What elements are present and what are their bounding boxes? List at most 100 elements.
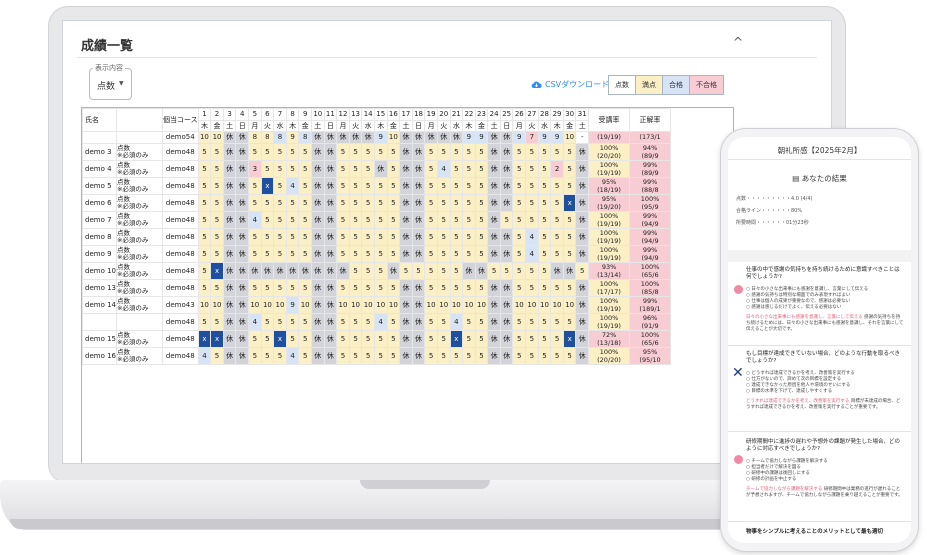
divider (728, 159, 911, 160)
score-cell: 4 (285, 176, 300, 195)
score-cell: 休 (499, 193, 514, 212)
student-name: demo 3 (82, 142, 117, 161)
header-rate: 受講率 (588, 108, 631, 132)
score-cell: 休 (411, 193, 426, 212)
score-cell: 4 (525, 244, 539, 263)
course-name: demo48 (161, 329, 199, 348)
laptop-notch (360, 480, 490, 489)
divider-band (728, 250, 911, 262)
score-cell: 休 (336, 131, 350, 144)
score-cell: 5 (449, 176, 464, 195)
score-cell: 5 (197, 261, 212, 280)
score-cell: 休 (411, 244, 426, 263)
score-cell: 5 (298, 193, 312, 212)
score-cell: 5 (462, 210, 476, 229)
score-cell: 休 (411, 295, 426, 314)
score-cell: 5 (298, 346, 312, 365)
score-cell: 5 (386, 278, 401, 297)
score-cell: 5 (462, 346, 476, 365)
score-cell: 5 (210, 346, 224, 365)
score-cell: 5 (285, 210, 300, 229)
score-cell: 5 (525, 261, 539, 280)
score-cell: 5 (260, 227, 275, 246)
score-cell: 休 (323, 210, 338, 229)
csv-download-button[interactable]: CSVダウンロード (531, 79, 609, 90)
student-name: demo 5 (82, 176, 117, 195)
score-cell: 休 (487, 131, 501, 144)
score-cell: 5 (474, 176, 489, 195)
score-cell: 5 (512, 227, 527, 246)
score-cell: 5 (361, 193, 375, 212)
score-cell: 5 (361, 142, 375, 161)
score-cell: 5 (373, 278, 388, 297)
result-label: あなたの結果 (801, 174, 847, 183)
accuracy-rate: 99% (94/9 (629, 210, 672, 229)
student-name: demo 7 (82, 210, 117, 229)
score-cell: 休 (411, 346, 426, 365)
score-cell: 休 (487, 210, 501, 229)
score-cell: 5 (474, 142, 489, 161)
score-cell: 5 (348, 210, 363, 229)
score-cell: 5 (449, 227, 464, 246)
score-cell: 休 (235, 295, 249, 314)
score-cell: 5 (197, 142, 212, 161)
score-cell: 5 (537, 312, 552, 331)
question-3-option: ○ 担当者だけで解決を図る (746, 465, 801, 470)
score-cell: x (273, 329, 287, 348)
score-cell: 5 (424, 193, 438, 212)
score-cell: 休 (323, 295, 338, 314)
score-cell: 5 (361, 176, 375, 195)
question-3: 研修期間中に進捗の遅れや予想外の課題が発生した場合、どのように対応すべきでしょう… (746, 439, 901, 452)
legend-pass: 合格 (663, 76, 690, 94)
score-cell: 5 (474, 312, 489, 331)
course-name: demo48 (161, 210, 199, 229)
score-cell: 5 (248, 193, 262, 212)
score-cell: 休 (260, 261, 275, 280)
score-cell: 5 (424, 346, 438, 365)
score-cell: 4 (248, 312, 262, 331)
correct-mark-icon (734, 285, 743, 294)
score-cell: 休 (499, 278, 514, 297)
score-cell: 休 (487, 329, 501, 348)
legend-fail: 不合格 (690, 76, 723, 94)
score-cell: 5 (248, 227, 262, 246)
score-cell: 5 (285, 244, 300, 263)
score-cell: 5 (197, 278, 212, 297)
score-cell: x (210, 329, 224, 348)
score-cell: 10 (562, 295, 577, 314)
accuracy-rate: 100% (65/6 (629, 329, 672, 348)
score-cell: 休 (311, 278, 325, 297)
header-weekday: 日 (235, 119, 249, 132)
score-cell: 休 (222, 346, 237, 365)
header-weekday: 月 (424, 119, 438, 132)
score-cell: 5 (260, 210, 275, 229)
score-cell: 休 (235, 142, 249, 161)
header-weekday: 火 (348, 119, 363, 132)
score-cell: 5 (512, 278, 527, 297)
score-cell: 9 (462, 131, 476, 144)
score-cell: 休 (235, 312, 249, 331)
score-cell: 休 (575, 329, 590, 348)
header-weekday: 木 (197, 119, 212, 132)
score-cell: 5 (248, 278, 262, 297)
score-cell: 5 (550, 210, 564, 229)
score-cell: 7 (525, 131, 539, 144)
header-day: 6 (260, 108, 275, 121)
course-name: demo48 (161, 312, 199, 331)
table-row: demo 7 点数 ※必須のみ demo48 5 5 休休 4 5 5 5 5 休休 5 5 5 5 5 休休 5 5 5… (82, 210, 672, 229)
score-cell: 5 (348, 193, 363, 212)
incorrect-mark-icon: ✕ (732, 365, 744, 381)
score-cell: 5 (462, 312, 476, 331)
grades-grid: 氏名 個当コース 1 2 3 4 5 6 7 8 9 10 11 12 13 14 15 16 17 18 19 20 21… (82, 108, 672, 365)
score-cell: 5 (512, 159, 527, 178)
score-cell: 5 (537, 278, 552, 297)
score-cell: 5 (373, 227, 388, 246)
score-cell: 10 (197, 131, 212, 144)
accuracy-rate: 100% (95/9 (629, 193, 672, 212)
score-cell: 5 (550, 346, 564, 365)
score-cell: 休 (411, 131, 426, 144)
header-accuracy: 正解率 (629, 108, 672, 132)
collapse-icon[interactable]: ^ (733, 35, 744, 49)
header-weekday: 水 (361, 119, 375, 132)
score-cell: 休 (399, 227, 413, 246)
